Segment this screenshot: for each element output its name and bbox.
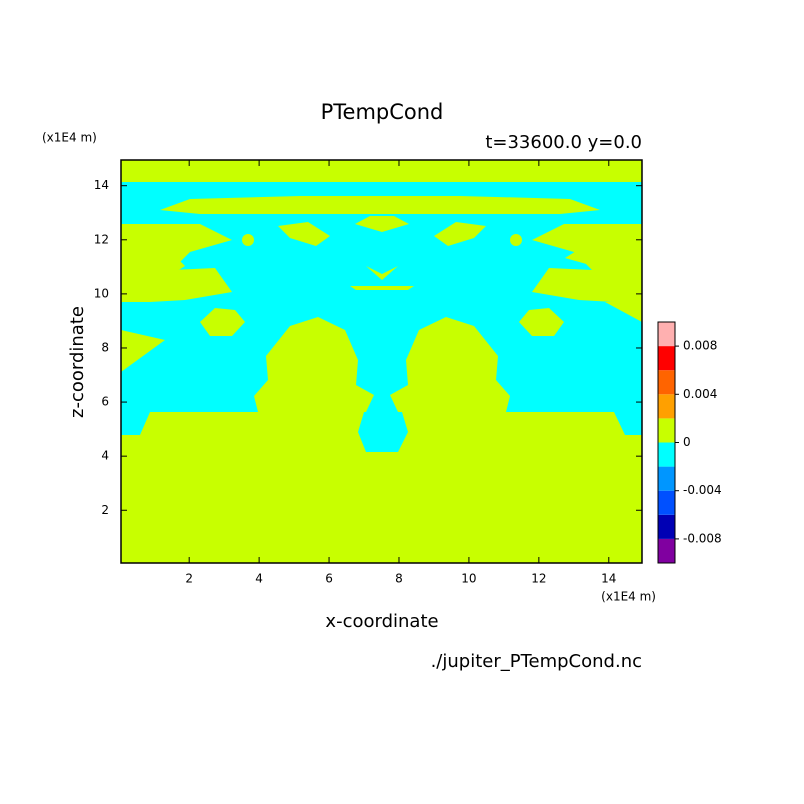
colorbar-bin bbox=[658, 490, 675, 515]
x-tick-label: 8 bbox=[395, 572, 403, 586]
contour-region bbox=[121, 224, 232, 302]
contour-region bbox=[434, 222, 486, 246]
y-unit: (x1E4 m) bbox=[42, 131, 97, 145]
contour-field bbox=[121, 160, 642, 563]
y-tick-label: 4 bbox=[101, 449, 109, 463]
contour-region bbox=[278, 222, 330, 246]
contour-region bbox=[510, 234, 522, 246]
contour-region bbox=[200, 308, 245, 336]
contour-region bbox=[350, 286, 414, 290]
colorbar-bin bbox=[658, 514, 675, 539]
contour-region bbox=[519, 308, 564, 336]
contour-region bbox=[532, 224, 642, 302]
y-tick-label: 8 bbox=[101, 340, 109, 354]
colorbar-bin bbox=[658, 442, 675, 467]
x-tick-label: 2 bbox=[185, 572, 193, 586]
colorbar-bin bbox=[658, 394, 675, 419]
contour-region bbox=[254, 317, 374, 412]
y-axis-label: z-coordinate bbox=[67, 306, 88, 418]
x-axis-label: x-coordinate bbox=[325, 611, 438, 632]
y-tick-label: 2 bbox=[101, 503, 109, 517]
y-tick-label: 14 bbox=[94, 178, 109, 192]
colorbar-bin bbox=[658, 418, 675, 443]
chart-title: PTempCond bbox=[321, 100, 444, 124]
x-tick-label: 12 bbox=[531, 572, 546, 586]
plot-frame bbox=[120, 159, 643, 564]
chart-subtitle: t=33600.0 y=0.0 bbox=[485, 132, 642, 153]
colorbar-tick-label: 0.008 bbox=[683, 339, 717, 353]
contour-region bbox=[390, 317, 510, 412]
colorbar-bin bbox=[658, 346, 675, 371]
contour-region bbox=[160, 196, 600, 214]
colorbar-tick-label: -0.008 bbox=[683, 531, 722, 545]
contour-region bbox=[242, 234, 254, 246]
colorbar-tick-label: 0 bbox=[683, 435, 691, 449]
x-tick-label: 10 bbox=[461, 572, 476, 586]
x-unit: (x1E4 m) bbox=[601, 590, 656, 604]
x-tick-label: 6 bbox=[325, 572, 333, 586]
y-tick-label: 10 bbox=[94, 286, 109, 300]
colorbar-tick-label: 0.004 bbox=[683, 387, 717, 401]
contour-region bbox=[366, 266, 398, 280]
y-tick-label: 6 bbox=[101, 395, 109, 409]
x-tick-label: 4 bbox=[255, 572, 263, 586]
x-tick-label: 14 bbox=[601, 572, 616, 586]
colorbar-bin bbox=[658, 538, 675, 563]
contour-region bbox=[355, 216, 409, 232]
colorbar-bin bbox=[658, 370, 675, 395]
contour-region bbox=[121, 212, 642, 452]
source-label: ./jupiter_PTempCond.nc bbox=[431, 651, 642, 672]
y-tick-label: 12 bbox=[94, 232, 109, 246]
colorbar-tick-label: -0.004 bbox=[683, 483, 722, 497]
colorbar-bin bbox=[658, 322, 675, 347]
colorbar-bin bbox=[658, 466, 675, 491]
